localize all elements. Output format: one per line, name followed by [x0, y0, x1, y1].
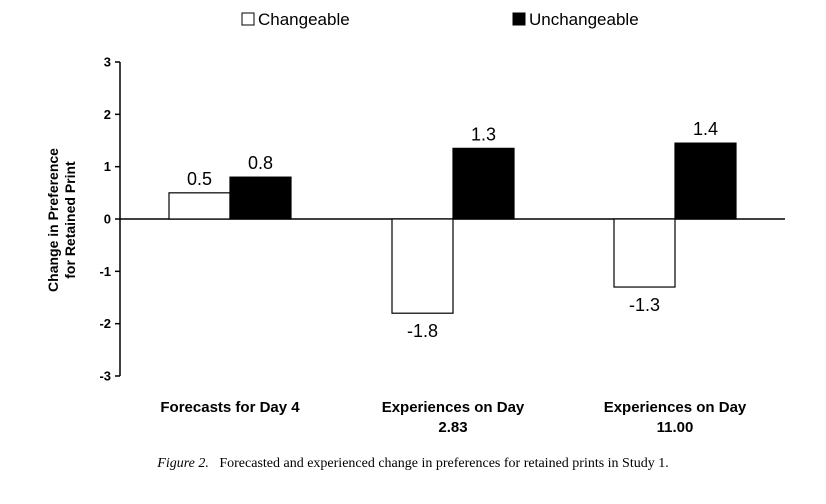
category-label: Forecasts for Day 4 — [160, 399, 300, 416]
y-tick-label: 3 — [104, 55, 111, 70]
category-label: 2.83 — [438, 419, 467, 436]
data-label: -1.3 — [629, 295, 660, 315]
data-label: 0.5 — [187, 169, 212, 189]
y-tick-label: 1 — [104, 159, 111, 174]
y-tick-label: 2 — [104, 107, 111, 122]
y-axis-title-line: Change in Preference — [45, 148, 61, 292]
y-tick-label: -1 — [99, 264, 111, 279]
y-tick-label: -2 — [99, 316, 111, 331]
bar-unchangeable — [674, 142, 737, 220]
legend-label-changeable: Changeable — [258, 10, 350, 29]
bar-chart: Changeable Unchangeable 3 2 1 0 -1 -2 -3 Change i… — [45, 10, 785, 436]
y-tick-label: -3 — [99, 369, 111, 384]
category-label: Experiences on Day — [382, 399, 525, 416]
bar-changeable — [391, 218, 454, 314]
data-label: -1.8 — [407, 321, 438, 341]
y-axis-title: Change in Preferencefor Retained Print — [45, 148, 78, 292]
data-label: 1.3 — [471, 124, 496, 144]
legend-swatch-changeable — [241, 12, 255, 26]
bar-unchangeable — [229, 176, 292, 220]
data-label: 0.8 — [248, 153, 273, 173]
bar-changeable — [168, 192, 231, 220]
caption-text: Forecasted and experienced change in pre… — [219, 456, 669, 471]
category-label: 11.00 — [657, 419, 694, 436]
figure-label: Figure 2. — [157, 456, 209, 471]
legend-swatch-unchangeable — [512, 12, 526, 26]
data-label: 1.4 — [693, 119, 718, 139]
bar-unchangeable — [452, 147, 515, 220]
legend-label-unchangeable: Unchangeable — [529, 10, 639, 29]
figure-caption: Figure 2. Forecasted and experienced cha… — [0, 456, 826, 472]
y-axis-title-line: for Retained Print — [62, 161, 78, 279]
bar-changeable — [613, 218, 676, 288]
category-label: Experiences on Day — [604, 399, 747, 416]
y-tick-label: 0 — [104, 212, 111, 227]
